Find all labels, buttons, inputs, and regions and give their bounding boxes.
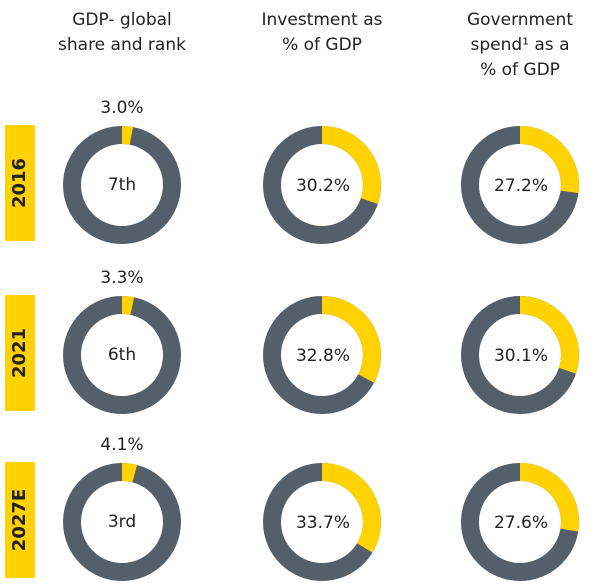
value-label: 3.3%	[100, 268, 143, 288]
year-tag	[5, 462, 35, 578]
year-label: 2016	[9, 158, 30, 208]
donut-segment	[519, 296, 579, 374]
label-bg	[489, 343, 553, 369]
value-label: 4.1%	[100, 435, 143, 455]
value-label: 32.8%	[296, 346, 350, 366]
value-label: 27.6%	[494, 513, 548, 533]
label-bg	[489, 510, 553, 536]
label-bg	[98, 267, 146, 289]
column-header: Government	[467, 10, 573, 30]
donut-segment	[321, 296, 381, 383]
donut-segment	[519, 126, 579, 194]
column-header: % of GDP	[480, 60, 560, 80]
rank-label: 6th	[108, 345, 136, 365]
value-label: 33.7%	[296, 513, 350, 533]
year-tag	[5, 125, 35, 241]
donut-segment	[121, 296, 135, 315]
value-label: 27.2%	[494, 176, 548, 196]
donut-segment	[321, 126, 381, 204]
label-bg	[489, 173, 553, 199]
year-tag	[5, 295, 35, 411]
label-bg	[98, 434, 146, 456]
donut-segment	[519, 463, 579, 532]
year-label: 2021	[9, 328, 30, 378]
label-bg	[98, 97, 146, 119]
rank-label: 3rd	[108, 512, 136, 532]
donut-segment	[121, 463, 138, 483]
label-bg	[291, 510, 355, 536]
column-header: % of GDP	[282, 35, 362, 55]
value-label: 30.2%	[296, 176, 350, 196]
value-label: 30.1%	[494, 346, 548, 366]
donut-segment	[121, 126, 134, 145]
column-header: GDP- global	[72, 10, 172, 30]
label-bg	[291, 173, 355, 199]
column-header: Investment as	[262, 10, 383, 30]
donut-segment	[321, 463, 381, 553]
column-header: spend¹ as a	[471, 35, 570, 55]
column-header: share and rank	[58, 35, 186, 55]
year-label: 2027E	[9, 489, 30, 551]
value-label: 3.0%	[100, 98, 143, 118]
rank-label: 7th	[108, 175, 136, 195]
label-bg	[291, 343, 355, 369]
